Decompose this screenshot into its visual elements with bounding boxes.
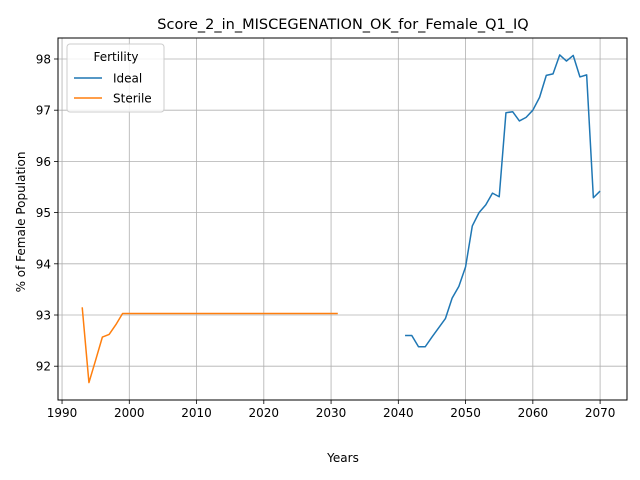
y-tick-label: 94	[36, 257, 51, 271]
x-tick-label: 2040	[383, 406, 414, 420]
legend: Fertility Ideal Sterile	[66, 43, 165, 113]
gridlines	[58, 38, 627, 400]
x-tick-label: 2060	[518, 406, 549, 420]
x-tick-label: 2010	[181, 406, 212, 420]
y-axis-ticks: 92 93 94 95 96 97 98	[36, 52, 58, 374]
x-tick-label: 1990	[47, 406, 78, 420]
x-tick-label: 2050	[450, 406, 481, 420]
y-tick-label: 97	[36, 104, 51, 118]
x-tick-label: 2070	[585, 406, 616, 420]
chart-title: Score_2_in_MISCEGENATION_OK_for_Female_Q…	[157, 17, 528, 33]
y-axis-label: % of Female Population	[14, 152, 28, 293]
x-tick-label: 2000	[114, 406, 145, 420]
series-layer	[81, 54, 601, 384]
plot-frame	[57, 37, 628, 401]
x-tick-label: 2030	[316, 406, 347, 420]
y-tick-label: 95	[36, 206, 51, 220]
x-tick-label: 2020	[249, 406, 280, 420]
y-tick-label: 96	[36, 155, 51, 169]
series-line-ideal	[405, 54, 601, 348]
legend-box	[66, 43, 165, 113]
legend-entry-label: Ideal	[113, 72, 142, 86]
y-tick-label: 93	[36, 309, 51, 323]
legend-entry-label: Sterile	[113, 92, 152, 106]
y-tick-label: 92	[36, 360, 51, 374]
x-axis-ticks: 1990 2000 2010 2020 2030 2040 2050 2060 2070	[47, 400, 616, 420]
legend-title: Fertility	[93, 50, 138, 64]
y-tick-label: 98	[36, 52, 51, 66]
series-line-sterile	[81, 307, 338, 384]
x-axis-label: Years	[326, 451, 359, 465]
